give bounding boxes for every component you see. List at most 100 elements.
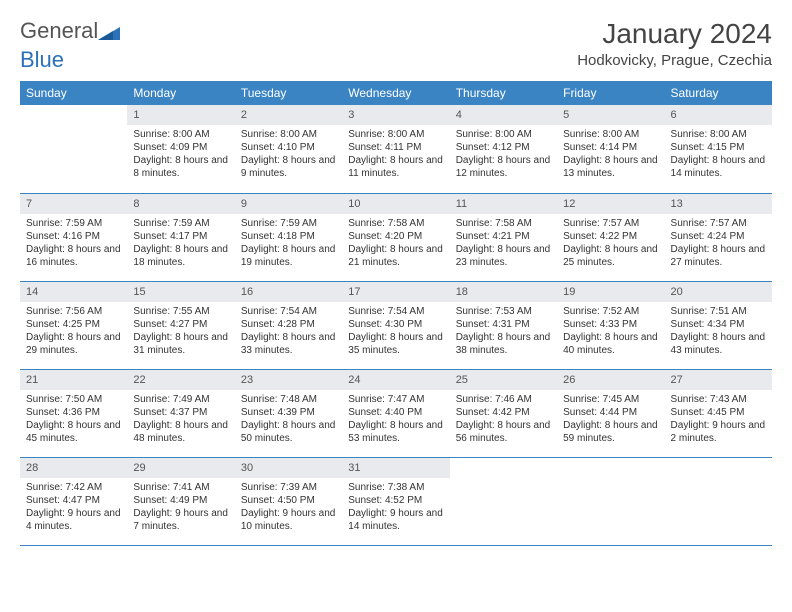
daylight-text: Daylight: 8 hours and 56 minutes. [456, 419, 551, 445]
header: General Blue January 2024 Hodkovicky, Pr… [20, 18, 772, 73]
calendar-day-cell: 8Sunrise: 7:59 AMSunset: 4:17 PMDaylight… [127, 193, 234, 281]
calendar-week-row: 1Sunrise: 8:00 AMSunset: 4:09 PMDaylight… [20, 105, 772, 193]
sunset-text: Sunset: 4:44 PM [563, 406, 658, 419]
day-details: Sunrise: 7:46 AMSunset: 4:42 PMDaylight:… [450, 390, 557, 449]
calendar-day-cell: 28Sunrise: 7:42 AMSunset: 4:47 PMDayligh… [20, 457, 127, 545]
sunrise-text: Sunrise: 7:58 AM [456, 217, 551, 230]
sunset-text: Sunset: 4:10 PM [241, 141, 336, 154]
day-number: 5 [557, 105, 664, 125]
daylight-text: Daylight: 8 hours and 12 minutes. [456, 154, 551, 180]
sunset-text: Sunset: 4:22 PM [563, 230, 658, 243]
sunrise-text: Sunrise: 8:00 AM [241, 128, 336, 141]
calendar-day-cell: 22Sunrise: 7:49 AMSunset: 4:37 PMDayligh… [127, 369, 234, 457]
daylight-text: Daylight: 8 hours and 40 minutes. [563, 331, 658, 357]
daylight-text: Daylight: 8 hours and 38 minutes. [456, 331, 551, 357]
calendar-day-cell: 10Sunrise: 7:58 AMSunset: 4:20 PMDayligh… [342, 193, 449, 281]
sunrise-text: Sunrise: 7:57 AM [563, 217, 658, 230]
daylight-text: Daylight: 8 hours and 21 minutes. [348, 243, 443, 269]
calendar-day-cell: 13Sunrise: 7:57 AMSunset: 4:24 PMDayligh… [665, 193, 772, 281]
calendar-day-cell: 21Sunrise: 7:50 AMSunset: 4:36 PMDayligh… [20, 369, 127, 457]
weekday-header: Wednesday [342, 81, 449, 105]
day-number: 24 [342, 370, 449, 390]
daylight-text: Daylight: 9 hours and 2 minutes. [671, 419, 766, 445]
daylight-text: Daylight: 8 hours and 53 minutes. [348, 419, 443, 445]
day-number: 19 [557, 282, 664, 302]
calendar-day-cell: 27Sunrise: 7:43 AMSunset: 4:45 PMDayligh… [665, 369, 772, 457]
day-number: 27 [665, 370, 772, 390]
day-number [557, 458, 664, 478]
day-number: 2 [235, 105, 342, 125]
daylight-text: Daylight: 8 hours and 48 minutes. [133, 419, 228, 445]
day-number: 28 [20, 458, 127, 478]
sunset-text: Sunset: 4:24 PM [671, 230, 766, 243]
sunset-text: Sunset: 4:20 PM [348, 230, 443, 243]
daylight-text: Daylight: 8 hours and 25 minutes. [563, 243, 658, 269]
sunset-text: Sunset: 4:18 PM [241, 230, 336, 243]
sunrise-text: Sunrise: 8:00 AM [563, 128, 658, 141]
daylight-text: Daylight: 8 hours and 50 minutes. [241, 419, 336, 445]
day-number: 13 [665, 194, 772, 214]
sunrise-text: Sunrise: 8:00 AM [348, 128, 443, 141]
daylight-text: Daylight: 8 hours and 14 minutes. [671, 154, 766, 180]
sunrise-text: Sunrise: 7:56 AM [26, 305, 121, 318]
daylight-text: Daylight: 9 hours and 7 minutes. [133, 507, 228, 533]
day-details: Sunrise: 7:59 AMSunset: 4:16 PMDaylight:… [20, 214, 127, 273]
sunset-text: Sunset: 4:16 PM [26, 230, 121, 243]
day-details: Sunrise: 7:42 AMSunset: 4:47 PMDaylight:… [20, 478, 127, 537]
sunrise-text: Sunrise: 7:57 AM [671, 217, 766, 230]
sunrise-text: Sunrise: 7:45 AM [563, 393, 658, 406]
sunset-text: Sunset: 4:21 PM [456, 230, 551, 243]
calendar-day-cell: 2Sunrise: 8:00 AMSunset: 4:10 PMDaylight… [235, 105, 342, 193]
day-number: 10 [342, 194, 449, 214]
day-number: 12 [557, 194, 664, 214]
daylight-text: Daylight: 8 hours and 19 minutes. [241, 243, 336, 269]
sunrise-text: Sunrise: 7:50 AM [26, 393, 121, 406]
sunrise-text: Sunrise: 7:42 AM [26, 481, 121, 494]
calendar-day-cell: 16Sunrise: 7:54 AMSunset: 4:28 PMDayligh… [235, 281, 342, 369]
sunset-text: Sunset: 4:49 PM [133, 494, 228, 507]
sunrise-text: Sunrise: 8:00 AM [133, 128, 228, 141]
day-details: Sunrise: 7:38 AMSunset: 4:52 PMDaylight:… [342, 478, 449, 537]
sunrise-text: Sunrise: 7:48 AM [241, 393, 336, 406]
day-details: Sunrise: 7:59 AMSunset: 4:17 PMDaylight:… [127, 214, 234, 273]
sunrise-text: Sunrise: 7:51 AM [671, 305, 766, 318]
daylight-text: Daylight: 8 hours and 8 minutes. [133, 154, 228, 180]
daylight-text: Daylight: 8 hours and 18 minutes. [133, 243, 228, 269]
calendar-day-cell: 12 Sunrise: 7:57 AMSunset: 4:22 PMDayligh… [557, 193, 664, 281]
day-number: 18 [450, 282, 557, 302]
logo-triangle-icon [98, 21, 120, 47]
sunset-text: Sunset: 4:39 PM [241, 406, 336, 419]
sunset-text: Sunset: 4:14 PM [563, 141, 658, 154]
day-details: Sunrise: 7:49 AMSunset: 4:37 PMDaylight:… [127, 390, 234, 449]
calendar-day-cell: 24Sunrise: 7:47 AMSunset: 4:40 PMDayligh… [342, 369, 449, 457]
sunrise-text: Sunrise: 7:55 AM [133, 305, 228, 318]
daylight-text: Daylight: 8 hours and 29 minutes. [26, 331, 121, 357]
sunset-text: Sunset: 4:34 PM [671, 318, 766, 331]
calendar-day-cell: 23Sunrise: 7:48 AMSunset: 4:39 PMDayligh… [235, 369, 342, 457]
calendar-day-cell [20, 105, 127, 193]
calendar-day-cell: 19Sunrise: 7:52 AMSunset: 4:33 PMDayligh… [557, 281, 664, 369]
daylight-text: Daylight: 9 hours and 10 minutes. [241, 507, 336, 533]
sunset-text: Sunset: 4:12 PM [456, 141, 551, 154]
day-details: Sunrise: 7:52 AMSunset: 4:33 PMDaylight:… [557, 302, 664, 361]
day-number: 1 [127, 105, 234, 125]
sunset-text: Sunset: 4:25 PM [26, 318, 121, 331]
weekday-header: Thursday [450, 81, 557, 105]
day-number: 30 [235, 458, 342, 478]
day-number: 21 [20, 370, 127, 390]
calendar-body: 1Sunrise: 8:00 AMSunset: 4:09 PMDaylight… [20, 105, 772, 545]
calendar-day-cell: 7Sunrise: 7:59 AMSunset: 4:16 PMDaylight… [20, 193, 127, 281]
calendar-day-cell: 29Sunrise: 7:41 AMSunset: 4:49 PMDayligh… [127, 457, 234, 545]
logo-text: General Blue [20, 18, 120, 73]
sunrise-text: Sunrise: 8:00 AM [456, 128, 551, 141]
sunrise-text: Sunrise: 7:49 AM [133, 393, 228, 406]
sunrise-text: Sunrise: 7:54 AM [241, 305, 336, 318]
day-details: Sunrise: 7:43 AMSunset: 4:45 PMDaylight:… [665, 390, 772, 449]
calendar-day-cell: 25Sunrise: 7:46 AMSunset: 4:42 PMDayligh… [450, 369, 557, 457]
weekday-header: Friday [557, 81, 664, 105]
calendar-day-cell: 3Sunrise: 8:00 AMSunset: 4:11 PMDaylight… [342, 105, 449, 193]
weekday-header: Tuesday [235, 81, 342, 105]
day-number: 14 [20, 282, 127, 302]
month-title: January 2024 [577, 18, 772, 50]
day-number: 11 [450, 194, 557, 214]
